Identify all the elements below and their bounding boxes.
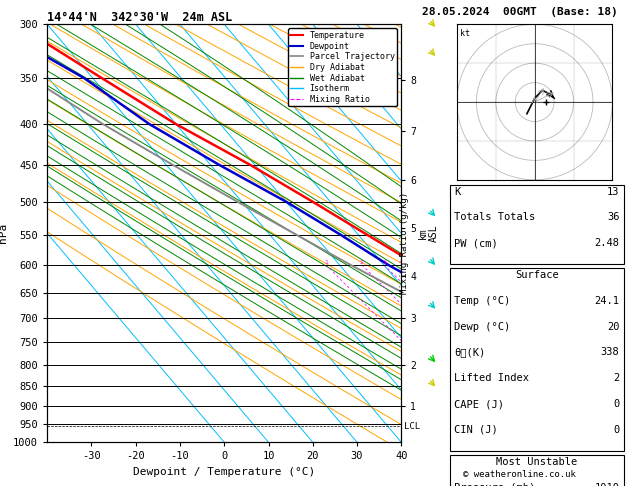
Text: © weatheronline.co.uk: © weatheronline.co.uk [464, 469, 576, 479]
Text: 13: 13 [607, 187, 620, 197]
Text: 0: 0 [613, 399, 620, 409]
Text: Surface: Surface [515, 270, 559, 280]
Text: Pressure (mb): Pressure (mb) [454, 483, 535, 486]
Y-axis label: km
ASL: km ASL [418, 225, 439, 242]
Text: 14°44'N  342°30'W  24m ASL: 14°44'N 342°30'W 24m ASL [47, 11, 233, 24]
Text: K: K [454, 187, 460, 197]
Y-axis label: hPa: hPa [0, 223, 8, 243]
X-axis label: Dewpoint / Temperature (°C): Dewpoint / Temperature (°C) [133, 467, 315, 477]
Text: 1: 1 [324, 260, 328, 265]
Text: 4: 4 [398, 260, 403, 265]
Text: CIN (J): CIN (J) [454, 425, 498, 435]
Text: Temp (°C): Temp (°C) [454, 296, 510, 306]
Bar [450, 268, 624, 451]
Text: 1010: 1010 [594, 483, 620, 486]
Text: Most Unstable: Most Unstable [496, 457, 577, 467]
Text: Dewp (°C): Dewp (°C) [454, 322, 510, 332]
Text: LCL: LCL [404, 422, 420, 431]
Text: Mixing Ratio (g/kg): Mixing Ratio (g/kg) [400, 192, 409, 294]
Text: 20: 20 [607, 322, 620, 332]
Text: 338: 338 [601, 347, 620, 358]
Text: 2: 2 [613, 373, 620, 383]
Text: PW (cm): PW (cm) [454, 238, 498, 248]
Text: Totals Totals: Totals Totals [454, 212, 535, 223]
Text: 24.1: 24.1 [594, 296, 620, 306]
Text: 2: 2 [360, 260, 364, 265]
Text: 28.05.2024  00GMT  (Base: 18): 28.05.2024 00GMT (Base: 18) [422, 7, 618, 17]
Text: θᴄ(K): θᴄ(K) [454, 347, 486, 358]
Text: 2.48: 2.48 [594, 238, 620, 248]
Text: Lifted Index: Lifted Index [454, 373, 529, 383]
Legend: Temperature, Dewpoint, Parcel Trajectory, Dry Adiabat, Wet Adiabat, Isotherm, Mi: Temperature, Dewpoint, Parcel Trajectory… [288, 29, 397, 106]
Text: 36: 36 [607, 212, 620, 223]
Text: 0: 0 [613, 425, 620, 435]
Text: CAPE (J): CAPE (J) [454, 399, 504, 409]
Bar [450, 185, 624, 264]
Text: 3: 3 [382, 260, 386, 265]
Bar [450, 455, 624, 486]
